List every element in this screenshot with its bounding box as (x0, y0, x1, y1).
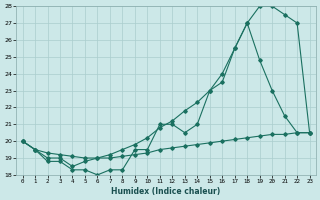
X-axis label: Humidex (Indice chaleur): Humidex (Indice chaleur) (111, 187, 221, 196)
